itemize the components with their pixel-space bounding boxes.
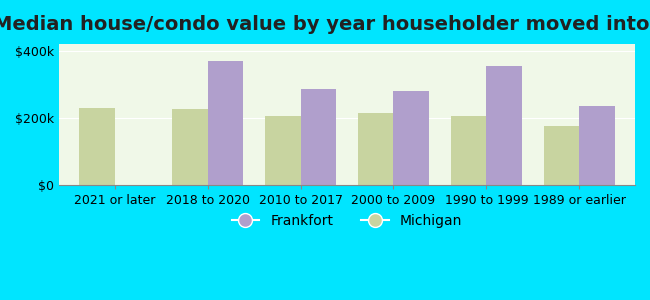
Bar — [451, 116, 486, 184]
Bar — [79, 107, 115, 184]
Bar — [207, 61, 243, 184]
Bar — [172, 109, 207, 184]
Bar — [544, 126, 579, 184]
Legend: Frankfort, Michigan: Frankfort, Michigan — [226, 209, 468, 234]
Bar — [358, 112, 393, 184]
Bar — [300, 89, 336, 184]
Bar — [265, 116, 300, 184]
Bar — [393, 91, 429, 184]
Title: Median house/condo value by year householder moved into unit: Median house/condo value by year househo… — [0, 15, 650, 34]
Bar — [486, 66, 522, 184]
Bar — [579, 106, 614, 184]
